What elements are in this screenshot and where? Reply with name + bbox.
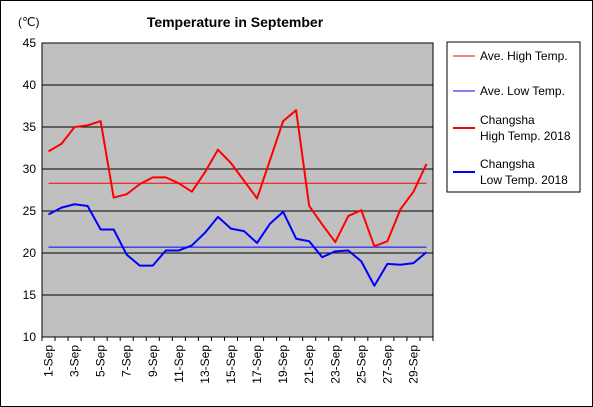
series-lines: [48, 109, 428, 287]
legend-label-3: Low Temp. 2018: [480, 173, 568, 187]
chart-title: Temperature in September: [147, 14, 324, 30]
legend: Ave. High Temp. Ave. Low Temp. Changsha Hig…: [453, 49, 571, 187]
x-tick-label: 7-Sep: [120, 345, 134, 377]
y-tick-label: 20: [23, 246, 37, 260]
y-tick-label: 40: [23, 78, 37, 92]
x-tick-label: 15-Sep: [224, 345, 238, 384]
x-tick-label: 5-Sep: [94, 345, 108, 377]
y-tick-label: 10: [23, 330, 37, 344]
y-tick-label: 30: [23, 162, 37, 176]
y-tick-label: 25: [23, 204, 37, 218]
grid-lines: [42, 84, 433, 296]
unit-label: (℃): [18, 15, 39, 29]
x-axis-ticks: 1-Sep 3-Sep 5-Sep 7-Sep 9-Sep 11-Sep 13-Sep 15-…: [41, 337, 434, 384]
y-tick-label: 35: [23, 120, 37, 134]
x-tick-label: 19-Sep: [276, 345, 290, 384]
x-tick-label: 9-Sep: [146, 345, 160, 377]
x-tick-label: 23-Sep: [328, 345, 342, 384]
x-tick-label: 13-Sep: [198, 345, 212, 384]
y-tick-label: 45: [23, 36, 37, 50]
legend-box: [446, 41, 581, 193]
series-line-3: [48, 203, 428, 287]
x-tick-label: 3-Sep: [68, 345, 82, 377]
x-tick-label: 29-Sep: [406, 345, 420, 384]
legend-label-1: Ave. Low Temp.: [480, 84, 565, 98]
legend-label-3: Changsha: [480, 157, 535, 171]
x-tick-label: 1-Sep: [42, 345, 56, 377]
legend-label-2: High Temp. 2018: [480, 129, 571, 143]
x-tick-label: 27-Sep: [380, 345, 394, 384]
y-axis-ticks: 10 15 20 25 30 35 40 45: [23, 36, 37, 344]
x-tick-label: 11-Sep: [172, 345, 186, 383]
legend-label-2: Changsha: [480, 113, 535, 127]
x-tick-label: 17-Sep: [250, 345, 264, 384]
x-tick-label: 25-Sep: [354, 345, 368, 384]
legend-label-0: Ave. High Temp.: [480, 49, 568, 63]
plot-area: [41, 42, 434, 338]
y-tick-label: 15: [23, 288, 37, 302]
series-line-2: [48, 109, 428, 248]
x-tick-label: 21-Sep: [302, 345, 316, 384]
